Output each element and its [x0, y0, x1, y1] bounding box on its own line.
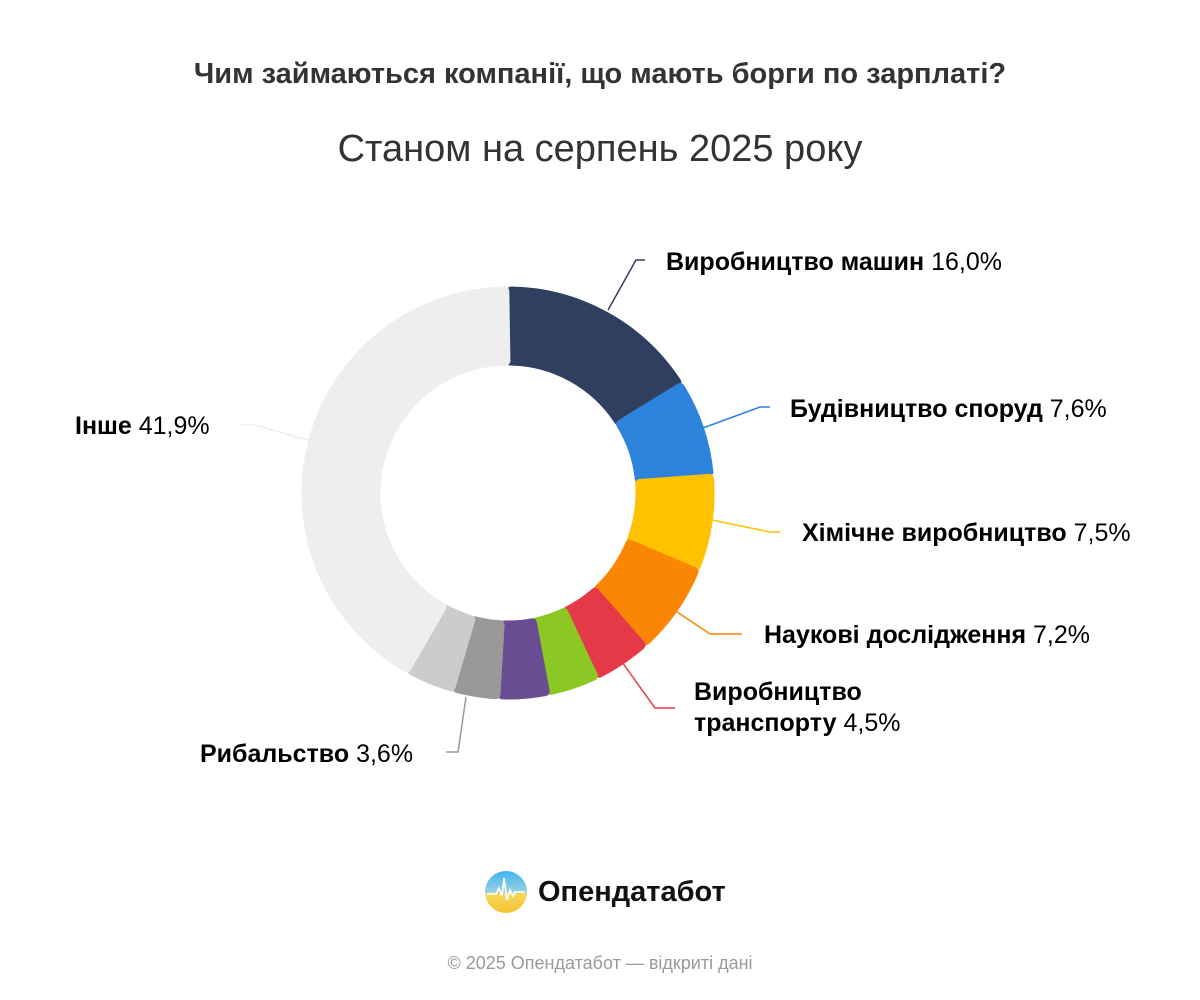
leader-line-research: [676, 611, 742, 635]
leader-line-construction: [702, 406, 770, 429]
footer-copyright: © 2025 Опендатабот — відкриті дані: [447, 953, 753, 973]
label-research: Наукові дослідження 7,2%: [764, 621, 1091, 649]
leader-line-machines: [607, 259, 645, 311]
slice-Виробництво: [563, 587, 646, 678]
opendatabot-logo-icon: [485, 871, 527, 913]
slice-Інше: [301, 286, 511, 673]
leader-line-fishing: [446, 696, 467, 753]
leader-line-transport: [621, 661, 675, 709]
brand-name: Опендатабот: [538, 875, 726, 908]
leader-line-chemical: [711, 519, 780, 533]
label-other: Інше 41,9%: [75, 412, 210, 440]
label-construction: Будівництво споруд 7,6%: [790, 395, 1107, 423]
slice-Хімічне виробництво: [626, 473, 715, 571]
chart-title: Чим займаються компанії, що мають борги …: [193, 58, 1007, 90]
label-fishing: Рибальство 3,6%: [200, 740, 414, 768]
slice-Наукові дослідження: [593, 539, 699, 646]
label-machines: Виробництво машин 16,0%: [666, 248, 1002, 276]
chart-subtitle: Станом на серпень 2025 року: [337, 128, 863, 170]
label-chemical: Хімічне виробництво 7,5%: [802, 519, 1131, 547]
brand-logo: Опендатабот: [484, 870, 726, 914]
slice-Виробництво машин: [505, 286, 682, 426]
slice-unlabeled-6: [497, 618, 550, 700]
label-transport: Виробництво транспорту 4,5%: [694, 678, 901, 737]
slice-Будівництво споруд: [616, 382, 714, 484]
leader-line-other: [240, 424, 309, 441]
